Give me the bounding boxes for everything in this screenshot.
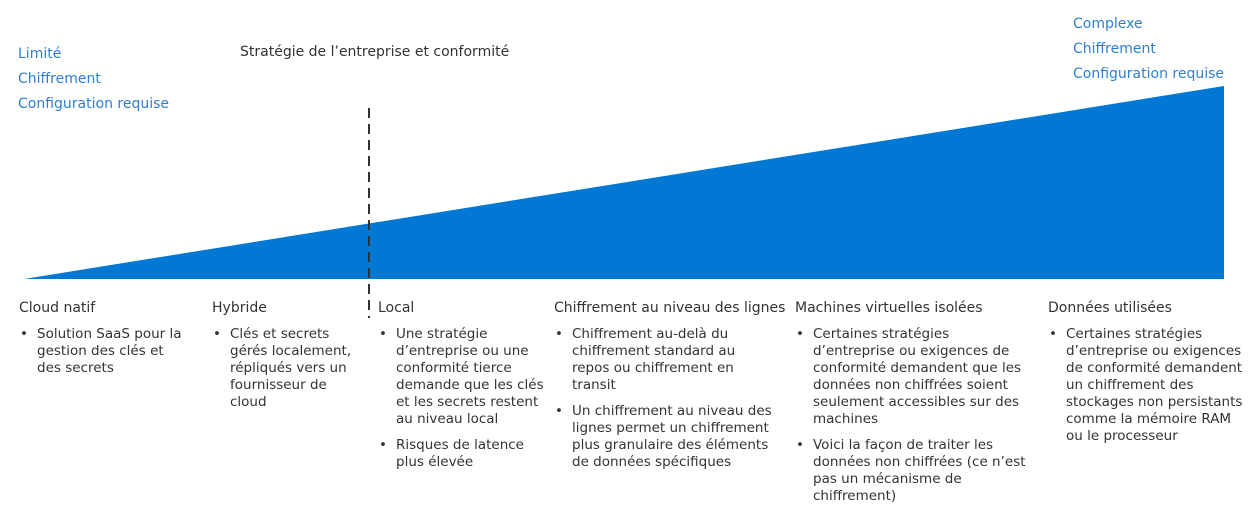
bullet-icon: • xyxy=(20,326,28,342)
column-title: Local xyxy=(378,300,415,316)
bullet-item: • Clés et secrets gérés localement, répli… xyxy=(212,326,360,411)
left-label-limited: Limité xyxy=(18,46,62,62)
bullet-item: • Voici la façon de traiter les données n… xyxy=(795,437,1035,505)
bullet-item: • Chiffrement au-delà du chiffrement stan… xyxy=(554,326,774,394)
column-title: Données utilisées xyxy=(1048,300,1172,316)
compliance-heading: Stratégie de l’entreprise et conformité xyxy=(240,44,510,60)
bullet-item: • Une stratégie d’entreprise ou une confo… xyxy=(378,326,548,428)
left-label-configuration: Configuration requise xyxy=(18,96,170,112)
complexity-wedge-diagram xyxy=(24,86,1224,318)
column-row-level-encryption: Chiffrement au niveau des lignes • Chiffr… xyxy=(554,300,786,480)
bullet-icon: • xyxy=(1049,326,1057,342)
bullet-list: • Certaines stratégies d’entreprise ou ex… xyxy=(1048,326,1248,445)
bullet-text: Certaines stratégies d’entreprise ou exi… xyxy=(1066,326,1243,444)
column-title: Chiffrement au niveau des lignes xyxy=(554,300,786,316)
bullet-list: • Chiffrement au-delà du chiffrement stan… xyxy=(554,326,774,471)
bullet-text: Risques de latence plus élevée xyxy=(396,437,524,470)
bullet-list: • Une stratégie d’entreprise ou une confo… xyxy=(378,326,548,471)
bullet-text: Une stratégie d’entreprise ou une confor… xyxy=(396,326,544,427)
high-complexity-labels: Complexe Chiffrement Configuration requi… xyxy=(1073,12,1224,87)
column-local: Local • Une stratégie d’entreprise ou une… xyxy=(378,300,548,480)
bullet-item: • Certaines stratégies d’entreprise ou ex… xyxy=(1048,326,1248,445)
bullet-list: • Certaines stratégies d’entreprise ou ex… xyxy=(795,326,1035,505)
bullet-icon: • xyxy=(796,437,804,453)
bullet-icon: • xyxy=(379,437,387,453)
bullet-text: Un chiffrement au niveau des lignes perm… xyxy=(572,403,772,470)
right-label-configuration: Configuration requise xyxy=(1073,66,1225,82)
bullet-item: • Risques de latence plus élevée xyxy=(378,437,548,471)
bullet-icon: • xyxy=(555,326,563,342)
bullet-item: • Solution SaaS pour la gestion des clés … xyxy=(19,326,189,377)
bullet-icon: • xyxy=(555,403,563,419)
low-complexity-labels: Limité Chiffrement Configuration requise xyxy=(18,42,169,117)
bullet-icon: • xyxy=(213,326,221,342)
bullet-list: • Clés et secrets gérés localement, répli… xyxy=(212,326,360,411)
column-title: Hybride xyxy=(212,300,267,316)
bullet-icon: • xyxy=(379,326,387,342)
column-hybrid: Hybride • Clés et secrets gérés localemen… xyxy=(212,300,360,420)
column-title: Machines virtuelles isolées xyxy=(795,300,983,316)
bullet-list: • Solution SaaS pour la gestion des clés … xyxy=(19,326,189,377)
right-label-encryption: Chiffrement xyxy=(1073,41,1156,57)
bullet-icon: • xyxy=(796,326,804,342)
bullet-text: Certaines stratégies d’entreprise ou exi… xyxy=(813,326,1022,427)
bullet-item: • Certaines stratégies d’entreprise ou ex… xyxy=(795,326,1035,428)
right-label-complex: Complexe xyxy=(1073,16,1143,32)
column-isolated-vms: Machines virtuelles isolées • Certaines s… xyxy=(795,300,1035,514)
bullet-text: Chiffrement au-delà du chiffrement stand… xyxy=(572,326,736,393)
complexity-wedge xyxy=(24,86,1224,279)
bullet-text: Solution SaaS pour la gestion des clés e… xyxy=(37,326,182,376)
left-label-encryption: Chiffrement xyxy=(18,71,101,87)
column-data-in-use: Données utilisées • Certaines stratégies … xyxy=(1048,300,1248,454)
bullet-text: Clés et secrets gérés localement, répliq… xyxy=(230,326,352,410)
column-title: Cloud natif xyxy=(19,300,96,316)
bullet-item: • Un chiffrement au niveau des lignes per… xyxy=(554,403,774,471)
column-cloud-native: Cloud natif • Solution SaaS pour la gesti… xyxy=(19,300,189,386)
bullet-text: Voici la façon de traiter les données no… xyxy=(813,437,1026,504)
